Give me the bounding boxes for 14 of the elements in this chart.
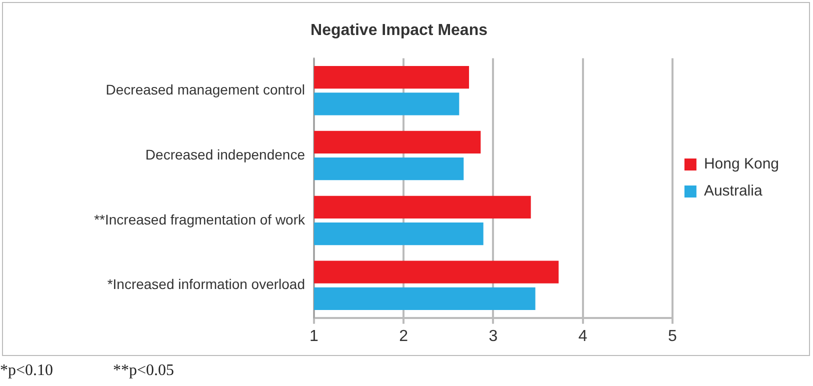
y-tick-label: Decreased management control [106,82,305,98]
legend-label: Australia [704,182,763,200]
text: **p<0.05 [113,362,174,379]
x-tick-label: 3 [488,328,498,345]
chart-title: Negative Impact Means [310,22,488,40]
x-tick-label: 2 [399,328,408,345]
y-tick-label: *Increased information overload [107,276,305,292]
y-tick-label: Decreased independence [145,146,306,162]
legend-label: Hong Kong [704,156,780,173]
x-tick-label: 4 [578,328,588,345]
x-tick-label: 1 [310,328,319,345]
text: *p<0.10 [0,362,54,379]
x-tick-label: 5 [668,328,677,345]
y-tick-label: **Increased fragmentation of work [94,211,306,228]
